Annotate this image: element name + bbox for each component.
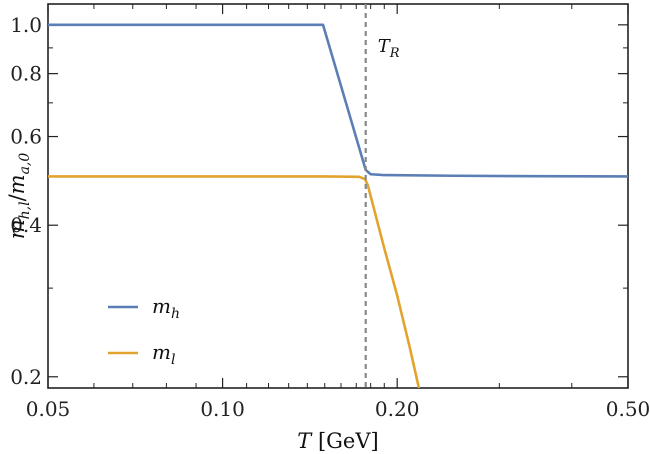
series-line-m-h <box>48 23 628 178</box>
plot-frame <box>47 3 629 389</box>
y-axis-label: mh,l/ma,0 <box>5 153 33 240</box>
x-tick-label: 0.05 <box>26 397 71 421</box>
y-tick-label: 0.2 <box>10 365 42 389</box>
reference-line-label: TR <box>378 36 400 61</box>
plot-frame-group <box>47 3 629 389</box>
axis-ticks <box>47 4 629 388</box>
axis-tick-labels: 0.05 0.10 0.20 0.50 0.2 0.4 0.6 0.8 1.0 <box>10 13 650 421</box>
legend-label-m-h: mh <box>152 294 180 322</box>
series-layer <box>48 23 628 388</box>
legend-label-m-l: ml <box>152 340 175 368</box>
y-tick-label: 0.6 <box>10 125 42 149</box>
series-line-m-l <box>48 175 421 388</box>
x-tick-label: 0.10 <box>200 397 245 421</box>
legend: mh ml <box>108 294 180 368</box>
x-tick-label: 0.50 <box>606 397 650 421</box>
x-axis-label: T [GeV] <box>297 429 378 453</box>
y-tick-label: 0.4 <box>10 213 42 237</box>
y-tick-label: 1.0 <box>10 13 42 37</box>
x-tick-label: 0.20 <box>375 397 420 421</box>
y-tick-label: 0.8 <box>10 62 42 86</box>
